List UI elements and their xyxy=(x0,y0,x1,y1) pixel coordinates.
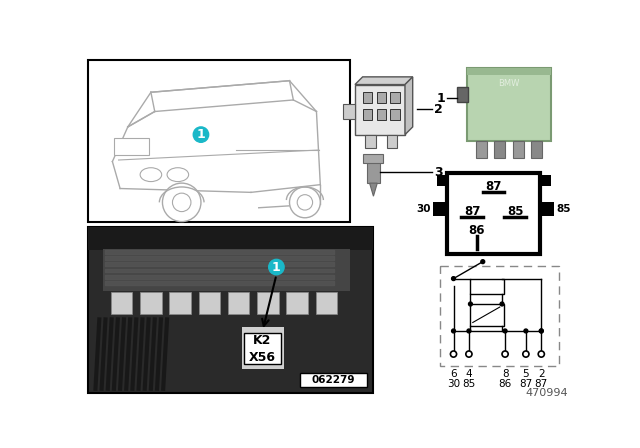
Polygon shape xyxy=(467,68,551,75)
Bar xyxy=(170,293,191,314)
Circle shape xyxy=(289,187,320,218)
Bar xyxy=(88,227,372,250)
Bar xyxy=(458,87,468,102)
Bar xyxy=(316,293,337,314)
Bar xyxy=(387,134,397,148)
Circle shape xyxy=(468,302,472,306)
Bar xyxy=(365,134,376,148)
Text: 2: 2 xyxy=(538,370,545,379)
Text: 3: 3 xyxy=(435,166,443,179)
Circle shape xyxy=(467,329,471,333)
Circle shape xyxy=(524,329,528,333)
Polygon shape xyxy=(405,77,413,134)
Bar xyxy=(390,92,399,103)
Ellipse shape xyxy=(167,168,189,181)
Circle shape xyxy=(523,351,529,357)
Bar xyxy=(376,92,386,103)
Text: 86: 86 xyxy=(468,224,485,237)
Text: 2: 2 xyxy=(435,103,443,116)
Bar xyxy=(470,304,504,326)
Text: 5: 5 xyxy=(523,370,529,379)
Circle shape xyxy=(500,302,504,306)
Circle shape xyxy=(193,127,209,142)
Circle shape xyxy=(538,351,545,357)
Bar xyxy=(538,176,550,186)
Circle shape xyxy=(452,329,456,333)
Bar xyxy=(140,293,162,314)
Bar xyxy=(447,173,540,254)
Text: 1: 1 xyxy=(272,261,281,274)
Text: 87: 87 xyxy=(519,379,532,389)
Bar xyxy=(476,141,486,158)
Circle shape xyxy=(451,351,456,357)
Text: 86: 86 xyxy=(499,379,512,389)
Bar xyxy=(363,109,372,120)
Circle shape xyxy=(269,259,284,275)
Circle shape xyxy=(503,329,507,333)
Bar xyxy=(355,85,405,134)
Text: 1: 1 xyxy=(436,92,445,105)
Bar xyxy=(390,109,399,120)
Text: 4: 4 xyxy=(465,370,472,379)
Bar xyxy=(300,373,367,387)
Bar xyxy=(287,293,308,314)
Bar xyxy=(364,154,383,163)
Bar xyxy=(470,279,504,294)
Bar xyxy=(198,293,220,314)
Polygon shape xyxy=(355,77,413,85)
Circle shape xyxy=(540,329,543,333)
Bar xyxy=(531,141,542,158)
Circle shape xyxy=(502,351,508,357)
Bar xyxy=(111,293,132,314)
Circle shape xyxy=(163,183,201,222)
Bar xyxy=(494,141,505,158)
Bar xyxy=(376,109,386,120)
Bar xyxy=(513,141,524,158)
Text: 87: 87 xyxy=(464,205,480,218)
Bar xyxy=(363,92,372,103)
Circle shape xyxy=(540,329,543,333)
Bar xyxy=(88,60,349,222)
Polygon shape xyxy=(369,183,378,196)
Bar xyxy=(344,104,355,119)
Bar xyxy=(367,162,380,183)
Circle shape xyxy=(452,277,456,280)
Text: 30: 30 xyxy=(416,204,431,214)
Bar xyxy=(467,68,551,141)
Text: 87: 87 xyxy=(534,379,548,389)
Circle shape xyxy=(481,260,484,263)
Circle shape xyxy=(466,351,472,357)
Bar xyxy=(103,249,349,291)
Text: 8: 8 xyxy=(502,370,508,379)
Bar xyxy=(440,266,559,366)
Bar xyxy=(228,293,250,314)
Text: K2
X56: K2 X56 xyxy=(249,334,276,364)
Text: 87: 87 xyxy=(485,181,502,194)
Text: 062279: 062279 xyxy=(312,375,355,385)
Text: 6: 6 xyxy=(450,370,457,379)
Bar xyxy=(436,176,449,186)
Bar xyxy=(433,202,449,216)
Circle shape xyxy=(172,193,191,211)
Text: 85: 85 xyxy=(557,204,571,214)
Text: 85: 85 xyxy=(462,379,476,389)
Ellipse shape xyxy=(140,168,162,181)
Text: 85: 85 xyxy=(507,205,524,218)
Bar xyxy=(257,293,279,314)
Bar xyxy=(244,333,281,364)
Bar xyxy=(538,202,554,216)
Circle shape xyxy=(297,195,312,210)
Bar xyxy=(242,327,284,370)
Text: BMW: BMW xyxy=(499,78,520,87)
Bar xyxy=(88,227,372,392)
Text: 470994: 470994 xyxy=(525,388,568,397)
Text: 30: 30 xyxy=(447,379,460,389)
Text: 1: 1 xyxy=(196,128,205,141)
Bar xyxy=(114,138,148,155)
